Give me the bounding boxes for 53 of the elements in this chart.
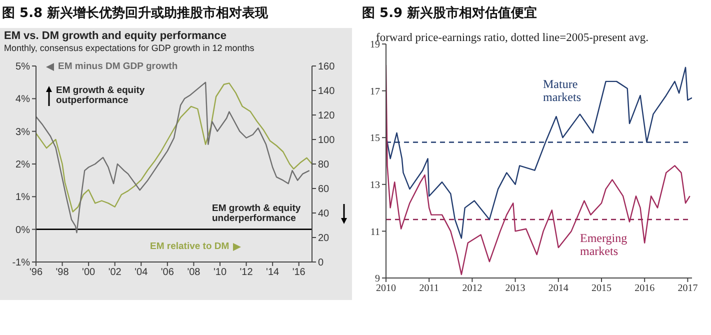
x-tick-label: '96 — [29, 267, 43, 278]
chart-subtitle: EM vs. DM growth and equity performance — [4, 30, 226, 42]
y-tick-label: 17 — [370, 86, 380, 98]
y-tick-label: 1% — [16, 192, 30, 204]
series-label: Mature markets — [543, 77, 582, 104]
y-tick-label: 19 — [370, 40, 380, 51]
x-tick-label: 2011 — [419, 283, 439, 294]
x-tick-label: 2012 — [462, 283, 482, 294]
y-tick-label: 15 — [370, 133, 380, 144]
x-tick-label: '12 — [240, 267, 254, 278]
line-series — [36, 82, 312, 212]
y-tick-label: -1% — [12, 258, 30, 269]
x-tick-label: '02 — [108, 267, 122, 278]
series-label: Emerging markets — [580, 231, 628, 258]
y2-tick-label: 20 — [318, 233, 330, 244]
y2-tick-label: 140 — [318, 86, 336, 98]
x-tick-label: '98 — [56, 267, 70, 278]
x-tick-label: '06 — [160, 267, 174, 278]
x-tick-label: 2014 — [548, 283, 568, 294]
y-tick-label: 9 — [375, 274, 380, 285]
x-tick-label: 2015 — [591, 283, 612, 294]
y-tick-label: 4% — [16, 94, 30, 106]
y-tick-label: 2% — [16, 160, 30, 171]
y2-tick-label: 0 — [318, 258, 324, 269]
x-tick-label: '08 — [187, 267, 201, 278]
legend-label: EM minus DM GDP growth — [58, 61, 178, 72]
x-tick-label: 2010 — [376, 283, 396, 294]
y-tick-label: 13 — [370, 180, 380, 191]
x-tick-label: '10 — [213, 267, 227, 278]
x-tick-label: 2017 — [678, 283, 698, 294]
y-tick-label: 0% — [16, 224, 30, 236]
y2-tick-label: 40 — [318, 208, 330, 220]
annotation: EM growth & equity underperformance — [212, 203, 301, 224]
y-tick-label: 5% — [16, 62, 30, 73]
y2-tick-label: 100 — [318, 135, 336, 146]
x-tick-label: 2016 — [634, 283, 655, 294]
y-tick-label: 11 — [370, 226, 380, 238]
y-tick-label: 3% — [16, 126, 30, 138]
line-series — [36, 82, 310, 234]
y2-tick-label: 160 — [318, 62, 336, 73]
chart-title: 图 5.8 新兴增长优势回升或助推股市相对表现 — [1, 4, 270, 23]
x-tick-label: '00 — [82, 267, 96, 278]
y2-tick-label: 60 — [318, 184, 330, 196]
text: EM relative to DM — [150, 241, 230, 252]
x-tick-label: 2013 — [505, 283, 526, 294]
x-tick-label: '16 — [292, 267, 306, 278]
y2-tick-label: 120 — [318, 110, 336, 122]
x-tick-label: '14 — [266, 267, 280, 278]
y2-tick-label: 80 — [318, 160, 330, 171]
annotation: EM growth & equity outperformance — [56, 85, 146, 107]
text: Monthly, consensus expectations for GDP growth in 12 months — [4, 43, 254, 54]
x-tick-label: '04 — [134, 267, 148, 278]
chart-title: 图 5.9 新兴股市相对估值便宜 — [361, 4, 538, 23]
